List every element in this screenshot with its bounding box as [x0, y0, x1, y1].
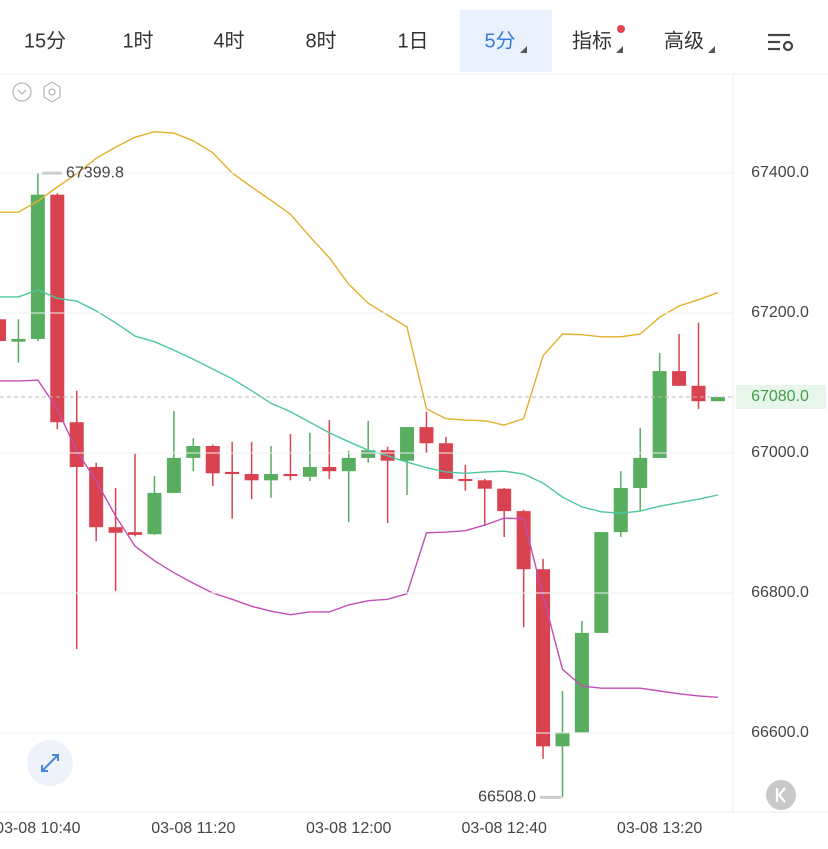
band-line: [0, 130, 719, 426]
tab[interactable]: 4时: [213, 29, 244, 52]
max-label: 67399.8: [66, 164, 124, 181]
tab-arrows: [520, 46, 715, 53]
x-tick-label: 03-08 12:00: [306, 820, 392, 837]
candle-body: [69, 422, 84, 467]
candle-body: [205, 446, 220, 474]
active-tab-bg: [460, 10, 552, 72]
tab[interactable]: 5分: [484, 29, 515, 52]
candle-body: [400, 427, 415, 461]
tab[interactable]: 1时: [122, 29, 153, 52]
notice-dot: [617, 25, 625, 33]
candle-body: [50, 194, 65, 423]
y-tick-label: 66600.0: [751, 724, 809, 741]
expand-button[interactable]: [27, 740, 73, 786]
band-line: [0, 289, 719, 514]
tab[interactable]: 15分: [24, 29, 66, 52]
candle-body: [166, 457, 181, 493]
candle-body: [147, 492, 162, 535]
candle-body: [536, 569, 551, 747]
candle-body: [419, 427, 434, 444]
candle-body: [0, 319, 7, 341]
min-label: 66508.0: [478, 789, 536, 806]
last-price-label: 67080.0: [751, 388, 809, 405]
tab[interactable]: 1日: [397, 30, 428, 52]
y-tick-label: 67400.0: [751, 164, 809, 181]
candle-body: [613, 488, 628, 533]
candle-body: [89, 467, 104, 528]
x-tick-label: 03-08 13:20: [617, 820, 703, 837]
candle-body: [516, 511, 531, 570]
candle-body: [108, 527, 123, 533]
last-price-box: [736, 385, 826, 409]
tool-icons[interactable]: [12, 81, 61, 103]
settings-icon[interactable]: [768, 33, 794, 52]
candle-body: [264, 474, 279, 481]
candle-body: [594, 532, 609, 633]
candle-body: [438, 443, 453, 479]
y-tick-label: 67000.0: [751, 444, 809, 461]
candle-body: [672, 371, 687, 386]
candle-body: [555, 732, 570, 747]
y-tick-label: 67200.0: [751, 304, 809, 321]
candle-body: [458, 478, 473, 481]
candle-body: [225, 471, 240, 474]
candle-body: [652, 371, 667, 458]
candle-body: [128, 532, 143, 535]
tab[interactable]: 指标: [572, 29, 612, 52]
candle-body: [302, 467, 317, 477]
candle-body: [186, 446, 201, 458]
candle-body: [341, 457, 356, 472]
candle-body: [633, 457, 648, 488]
candle-body: [497, 488, 512, 512]
band-line: [0, 379, 718, 698]
candle-body: [11, 338, 26, 342]
candle-body: [574, 632, 589, 733]
x-tick-label: 03-08 10:40: [0, 820, 81, 837]
x-tick-label: 03-08 12:40: [461, 820, 547, 837]
candle-body: [710, 397, 725, 402]
tab[interactable]: 高级: [664, 29, 704, 52]
candle-body: [283, 474, 298, 477]
tab[interactable]: 8时: [305, 29, 336, 52]
candle-body: [244, 474, 259, 481]
x-tick-label: 03-08 11:20: [151, 820, 235, 837]
candle-body: [477, 480, 492, 489]
y-tick-label: 66800.0: [751, 584, 809, 601]
candle-body: [322, 467, 337, 472]
candle-body: [691, 385, 706, 402]
candle-body: [30, 194, 45, 339]
candle-body: [361, 450, 376, 458]
back-button[interactable]: [766, 780, 796, 810]
